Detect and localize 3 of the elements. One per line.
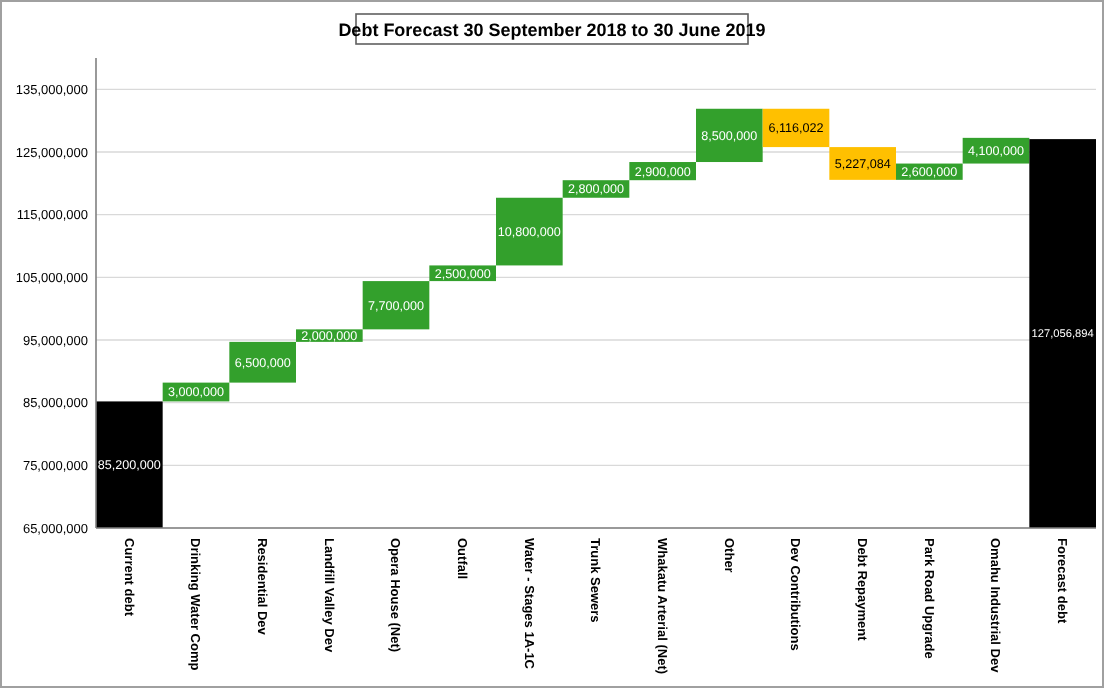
bar [696, 108, 763, 163]
chart-title: Debt Forecast 30 September 2018 to 30 June 2019 [338, 20, 766, 41]
bar [496, 197, 563, 266]
